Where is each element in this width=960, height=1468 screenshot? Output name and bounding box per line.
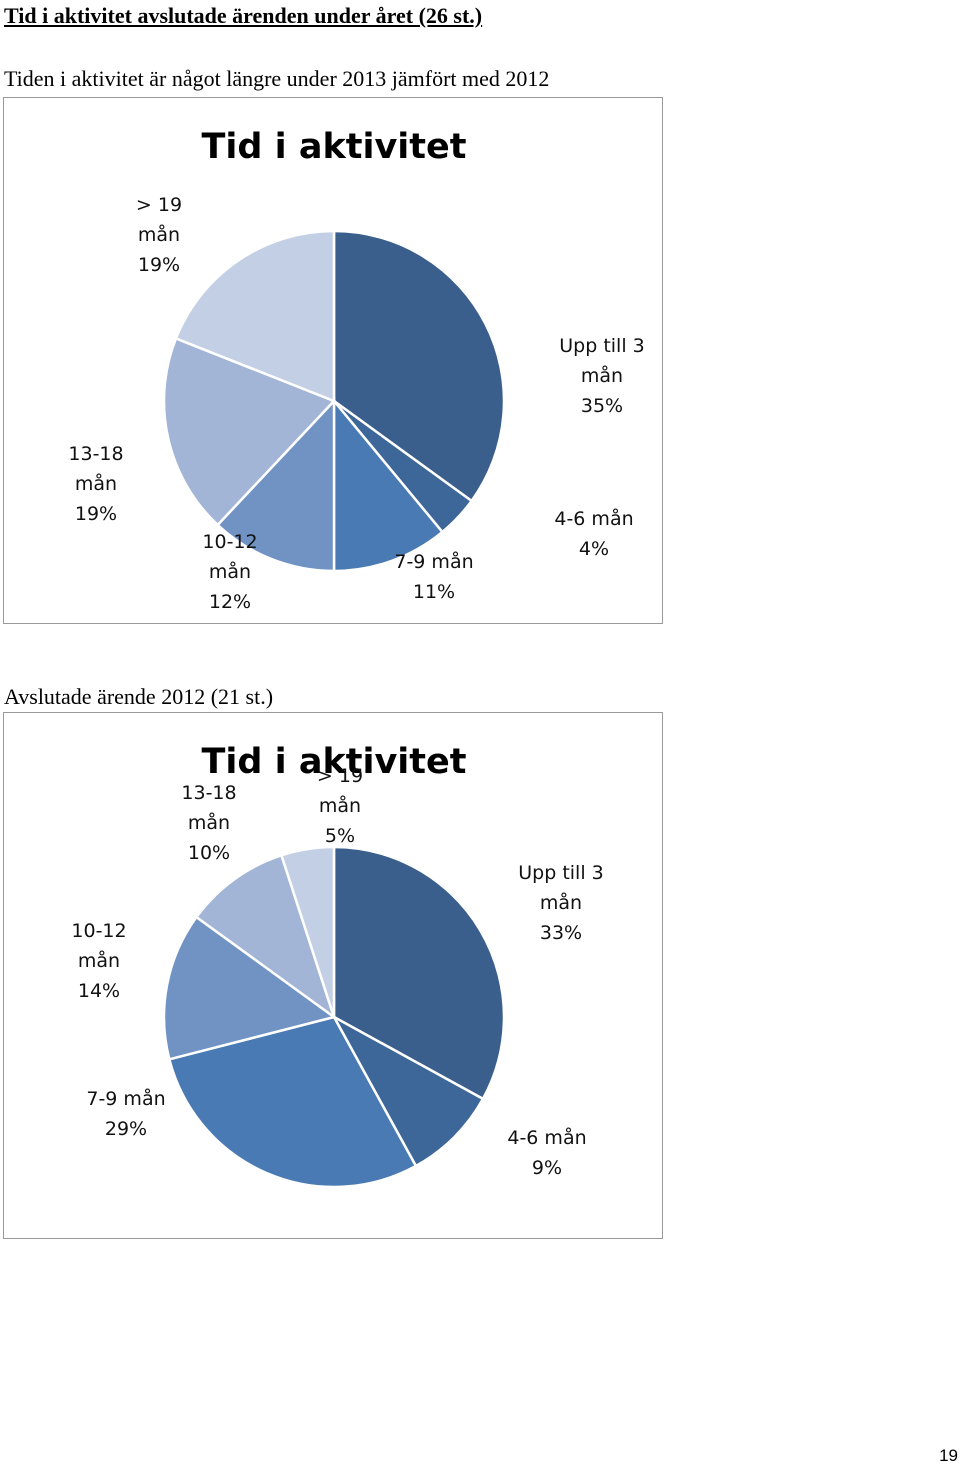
pie-slice [330, 1013, 485, 1168]
slice-label: 4-6 mån 9% [507, 1126, 586, 1179]
pie-chart-2012: Tid i aktivitet Upp till 3 mån 33% 4-6 mån 9%… [3, 712, 663, 1239]
section-title-2012: Avslutade ärende 2012 (21 st.) [4, 684, 274, 709]
pie-slice [174, 229, 336, 403]
slice-label: 13-18 mån 10% [181, 782, 236, 864]
chart-title: Tid i aktivitet [202, 127, 467, 167]
pie-chart-svg: Tid i aktivitet Upp till 3 mån 33% 4-6 mån 9%… [71, 742, 604, 1189]
slice-label: Upp till 3 mån 33% [518, 862, 603, 944]
slice-label: 7-9 mån 11% [394, 550, 473, 603]
slice-label: 4-6 mån 4% [554, 507, 633, 560]
page-heading: Tid i aktivitet avslutade ärenden under … [4, 3, 483, 28]
pie-chart-2013: Tid i aktivitet Upp till 3 mån 35% 4-6 mån 4%… [3, 97, 663, 624]
pie-chart-svg: Tid i aktivitet Upp till 3 mån 35% 4-6 mån 4%… [68, 127, 644, 613]
slice-label: Upp till 3 mån 35% [559, 335, 644, 417]
slice-label: 10-12 mån 14% [71, 920, 126, 1002]
pie-slice [167, 1015, 418, 1189]
chart-title: Tid i aktivitet [202, 742, 467, 782]
pie-slice [332, 397, 445, 573]
page-subtitle: Tiden i aktivitet är något längre under … [4, 66, 550, 91]
pie-slice [215, 397, 336, 573]
slice-label: 7-9 mån 29% [86, 1087, 165, 1140]
pie-slice [279, 845, 336, 1018]
slice-label: 13-18 mån 19% [68, 443, 123, 525]
pie-slice [194, 853, 337, 1021]
pie-slice [162, 915, 337, 1061]
slice-label: > 19 mån 19% [136, 194, 182, 276]
page-number: 19 [939, 1446, 958, 1465]
pie-slice [332, 845, 506, 1101]
slice-label: 10-12 mån 12% [202, 531, 257, 613]
pie-slice [332, 229, 506, 503]
slice-label: > 19 mån 5% [317, 765, 363, 847]
